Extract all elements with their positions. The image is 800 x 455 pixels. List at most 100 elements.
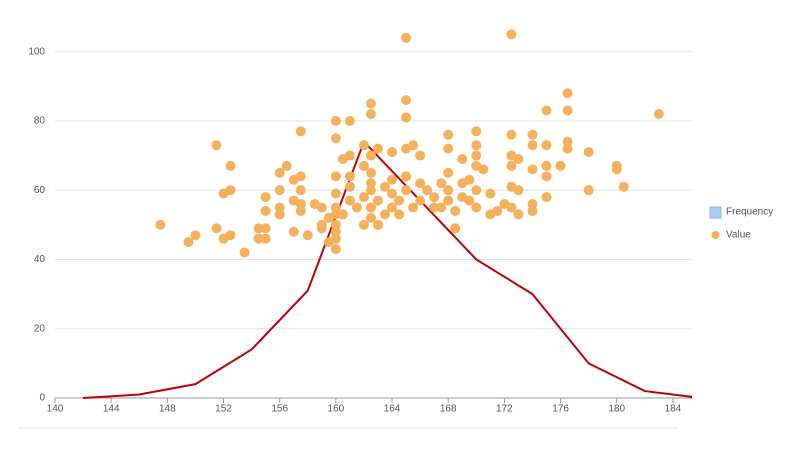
x-tick-label: 144 [103, 404, 120, 415]
point [436, 178, 447, 189]
point [373, 143, 383, 154]
point [415, 195, 426, 206]
point [618, 181, 629, 192]
point [344, 171, 355, 182]
point [555, 160, 566, 171]
point [562, 136, 573, 147]
point [541, 105, 552, 116]
x-tick-label: 148 [159, 404, 176, 415]
point [330, 244, 341, 255]
point [288, 226, 299, 237]
point [387, 174, 398, 185]
x-tick-label: 140 [47, 404, 64, 415]
point [513, 154, 524, 165]
point [344, 115, 355, 126]
point [302, 230, 313, 241]
point [211, 140, 222, 151]
point [274, 209, 285, 220]
point [295, 199, 306, 210]
point [387, 202, 398, 213]
point [365, 108, 376, 119]
point [527, 164, 538, 175]
point [422, 185, 433, 196]
point [365, 212, 376, 223]
point [380, 209, 391, 220]
point [436, 202, 447, 213]
point [562, 105, 573, 116]
y-tick-label: 40 [34, 254, 46, 265]
point [401, 32, 412, 43]
point [443, 167, 454, 178]
y-tick-label: 80 [34, 116, 46, 127]
point [225, 160, 236, 171]
x-tick-label: 172 [496, 404, 513, 415]
point [513, 209, 524, 220]
point [358, 140, 369, 151]
point [541, 171, 552, 182]
point [330, 226, 341, 237]
y-tick-label: 20 [34, 323, 46, 334]
point [365, 150, 376, 161]
point [387, 188, 398, 199]
x-tick-label: 164 [384, 404, 401, 415]
x-tick-label: 168 [440, 404, 457, 415]
point [506, 202, 517, 213]
point [358, 192, 369, 203]
point [330, 171, 341, 182]
point [330, 202, 341, 213]
point [330, 219, 341, 230]
point [330, 209, 341, 220]
point [365, 202, 376, 213]
point [471, 202, 482, 213]
point [443, 129, 454, 140]
point [330, 188, 341, 199]
point [527, 140, 538, 151]
point [429, 202, 440, 213]
point [562, 88, 573, 99]
legend-label: Value [726, 230, 751, 241]
x-tick-label: 156 [271, 404, 288, 415]
point [653, 108, 664, 119]
legend-swatch [709, 206, 722, 219]
point [344, 195, 355, 206]
point [401, 95, 412, 106]
point [471, 185, 482, 196]
point [541, 140, 552, 151]
point [239, 247, 250, 258]
point [260, 223, 271, 234]
point [541, 160, 552, 171]
point [274, 202, 285, 213]
point [562, 143, 573, 154]
point [492, 205, 503, 216]
x-tick-label: 152 [215, 404, 232, 415]
point [450, 223, 461, 234]
point [611, 160, 622, 171]
point [316, 202, 327, 213]
point [408, 140, 419, 151]
point [344, 150, 355, 161]
point [443, 185, 454, 196]
point [365, 178, 376, 189]
point [513, 185, 524, 196]
y-tick-label: 0 [39, 393, 45, 404]
point [394, 209, 405, 220]
point [401, 185, 412, 196]
point [295, 126, 306, 137]
point [527, 199, 538, 210]
point [387, 147, 398, 158]
point [457, 154, 468, 165]
point [337, 209, 348, 220]
point [225, 185, 236, 196]
point [365, 98, 376, 109]
point [183, 237, 194, 248]
point [464, 195, 475, 206]
point [380, 181, 391, 192]
point [429, 192, 440, 203]
point [408, 202, 419, 213]
point [506, 160, 517, 171]
point [471, 140, 482, 151]
point [485, 188, 496, 199]
point [295, 171, 306, 182]
point [527, 205, 538, 216]
